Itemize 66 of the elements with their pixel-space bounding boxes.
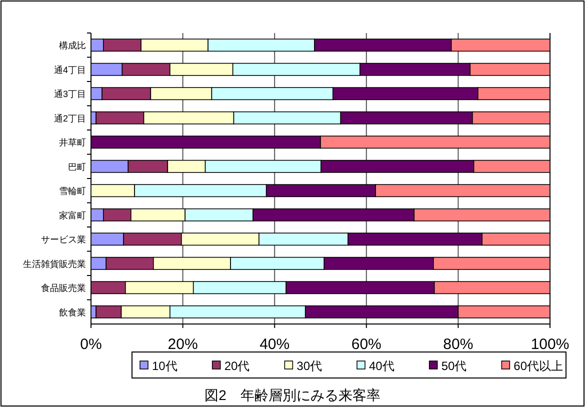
- x-tick-label: 20%: [168, 336, 198, 353]
- bar: [233, 111, 342, 124]
- bar: [230, 256, 325, 270]
- bar: [348, 232, 482, 246]
- bar: [140, 38, 208, 52]
- bar: [167, 160, 206, 173]
- y-tick-label: 通4丁目: [54, 64, 86, 75]
- bar: [286, 281, 435, 294]
- bar: [123, 232, 182, 246]
- y-tick-label: 食品販売業: [41, 283, 86, 294]
- x-tick-label: 0%: [80, 336, 102, 353]
- bar: [324, 256, 434, 270]
- bar: [304, 305, 459, 318]
- bar: [314, 38, 452, 52]
- text: 図2 年齢層別にみる来客率: [204, 387, 380, 403]
- legend-label: 10代: [152, 359, 178, 373]
- bar: [96, 111, 144, 124]
- bar: [211, 87, 334, 100]
- y-tick-label: 構成比: [59, 40, 86, 51]
- x-tick-label: 100%: [530, 336, 570, 353]
- x-tick-label: 40%: [260, 336, 290, 353]
- y-tick-label: サービス業: [41, 234, 86, 245]
- bar: [181, 232, 260, 246]
- x-tick-label: 80%: [443, 336, 474, 353]
- y-tick-label: 巴町: [68, 162, 86, 172]
- bar: [102, 38, 142, 52]
- bar: [192, 281, 286, 294]
- bar: [106, 256, 154, 270]
- bar: [134, 184, 267, 198]
- y-tick-label: 雪輪町: [59, 186, 86, 196]
- legend-label: 40代: [369, 359, 394, 373]
- bar: [340, 111, 473, 124]
- bar: [122, 62, 170, 76]
- bar: [184, 208, 254, 222]
- legend-label: 60代以上: [514, 359, 564, 373]
- bar: [143, 111, 234, 124]
- y-tick-label: 通2丁目: [54, 113, 86, 124]
- y-tick-label: 井草町: [59, 138, 86, 148]
- bar: [125, 281, 194, 294]
- bar: [258, 232, 348, 246]
- bar: [102, 87, 152, 100]
- legend-label: 30代: [296, 359, 322, 373]
- y-tick-label: 生活雑貨販売業: [23, 258, 86, 269]
- bar: [128, 160, 168, 173]
- bar: [266, 184, 376, 198]
- bar: [150, 87, 212, 100]
- bar: [102, 208, 132, 222]
- bar: [204, 160, 322, 173]
- y-tick-label: 飲食業: [59, 307, 86, 318]
- legend-label: 50代: [441, 359, 467, 373]
- bar: [208, 38, 315, 52]
- bar: [320, 160, 474, 173]
- bar: [170, 62, 234, 76]
- bar: [96, 305, 122, 318]
- bar: [360, 62, 471, 76]
- bar: [232, 62, 360, 76]
- bar: [332, 87, 478, 100]
- bar: [153, 256, 231, 270]
- bar: [252, 208, 415, 222]
- y-tick-label: 通3丁目: [54, 89, 86, 100]
- legend-label: 20代: [224, 359, 250, 373]
- bar: [130, 208, 186, 222]
- y-tick-label: 家富町: [59, 210, 86, 220]
- bar: [120, 305, 170, 318]
- bar: [170, 305, 306, 318]
- x-tick-label: 60%: [351, 336, 382, 353]
